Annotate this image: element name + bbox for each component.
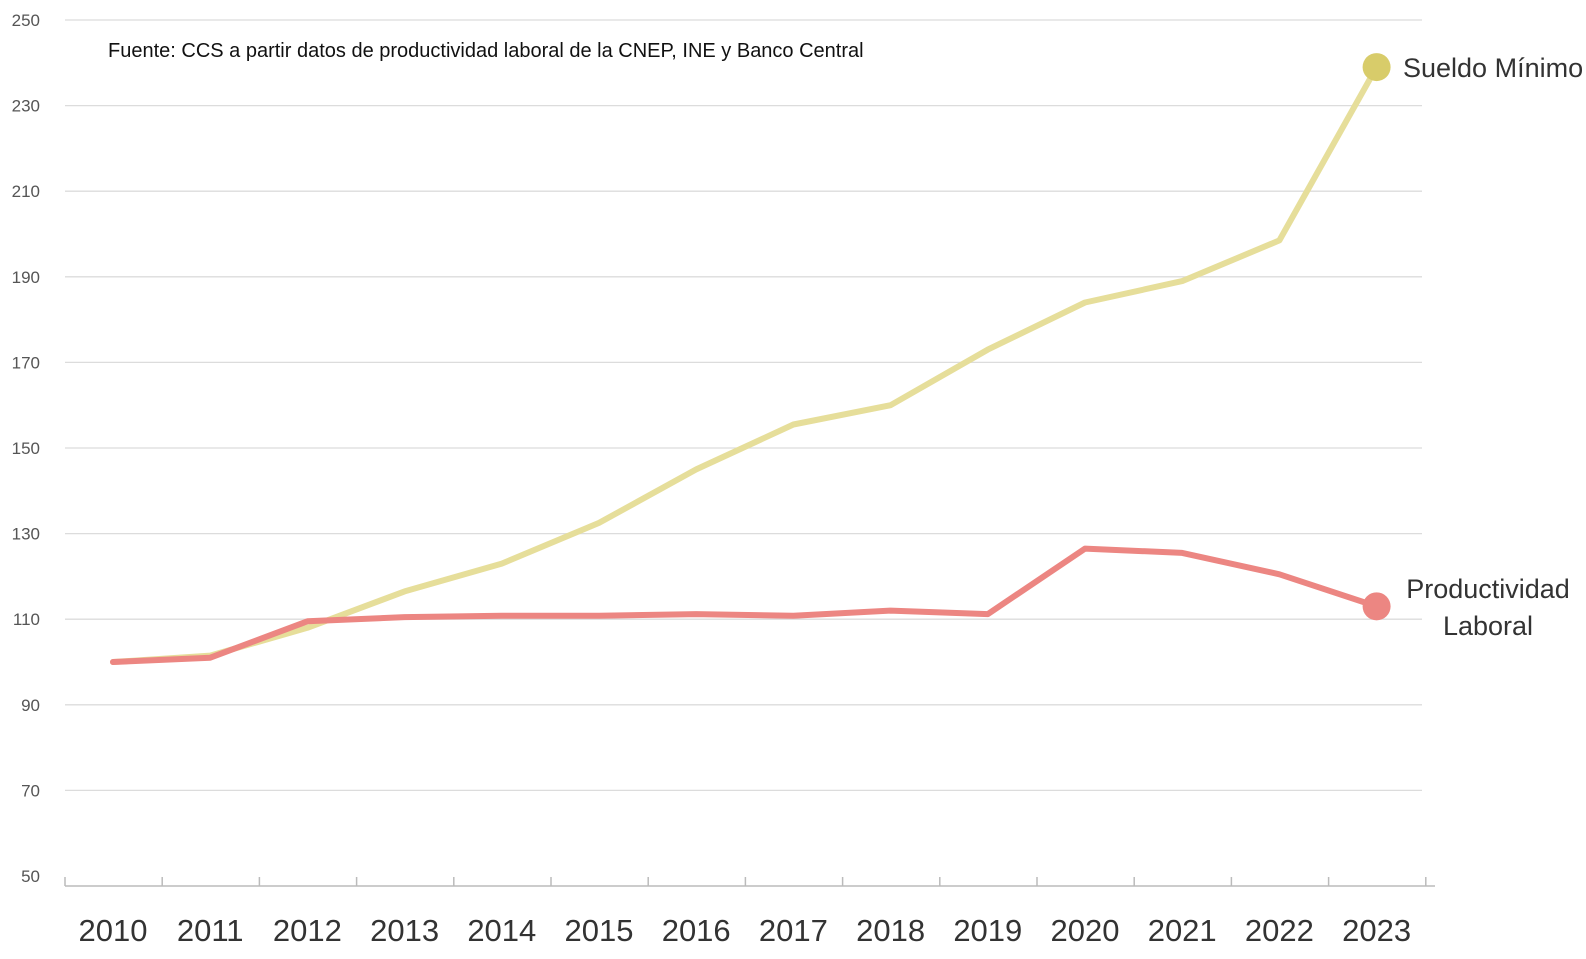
source-note: Fuente: CCS a partir datos de productivi…: [108, 40, 864, 62]
y-tick-label-110: 110: [13, 610, 40, 629]
x-tick-label-2017: 2017: [759, 913, 828, 948]
y-tick-label-190: 190: [12, 268, 40, 287]
x-tick-label-2016: 2016: [662, 913, 731, 948]
series-labels: Sueldo Mínimo Productividad Laboral: [1403, 53, 1583, 641]
y-tick-label-210: 210: [12, 182, 40, 201]
series-line-1: [113, 549, 1377, 662]
y-tick-label-170: 170: [12, 353, 40, 372]
x-axis: [65, 877, 1435, 886]
y-tick-label-150: 150: [12, 439, 40, 458]
x-tick-label-2012: 2012: [273, 913, 342, 948]
x-tick-label-2011: 2011: [177, 913, 244, 948]
x-tick-label-2020: 2020: [1051, 913, 1120, 948]
series-end-marker-1: [1363, 592, 1391, 620]
y-tick-label-90: 90: [21, 696, 40, 715]
y-tick-label-230: 230: [12, 97, 40, 116]
x-tick-label-2013: 2013: [370, 913, 439, 948]
x-tick-label-2019: 2019: [953, 913, 1022, 948]
x-tick-label-2018: 2018: [856, 913, 925, 948]
series-end-marker-0: [1363, 53, 1391, 81]
grid-lines: [65, 20, 1422, 790]
series-label-1-line-1: Laboral: [1443, 611, 1533, 641]
x-tick-label-2015: 2015: [565, 913, 634, 948]
series-line-0: [113, 67, 1377, 662]
series-label-0-line-0: Sueldo Mínimo: [1403, 53, 1583, 83]
x-tick-label-2023: 2023: [1342, 913, 1411, 948]
x-tick-label-2022: 2022: [1245, 913, 1314, 948]
series-end-markers: [1363, 53, 1391, 620]
y-axis-tick-labels: 50 70 90 110 130 150 170 190 210 230 250: [12, 11, 40, 886]
x-tick-label-2021: 2021: [1148, 913, 1217, 948]
x-tick-label-2014: 2014: [467, 913, 536, 948]
x-axis-tick-labels: 2010 2011 2012 2013 2014 2015 2016 2017 2018 2019…: [79, 913, 1412, 948]
series-label-0: Sueldo Mínimo: [1403, 53, 1583, 83]
y-tick-label-70: 70: [21, 781, 40, 800]
y-tick-label-130: 130: [12, 525, 40, 544]
y-tick-label-50: 50: [21, 867, 40, 886]
y-tick-label-250: 250: [12, 11, 40, 30]
series-label-1: Productividad Laboral: [1406, 574, 1570, 641]
x-tick-label-2010: 2010: [79, 913, 148, 948]
series-lines: [113, 67, 1377, 662]
series-label-1-line-0: Productividad: [1406, 574, 1570, 604]
